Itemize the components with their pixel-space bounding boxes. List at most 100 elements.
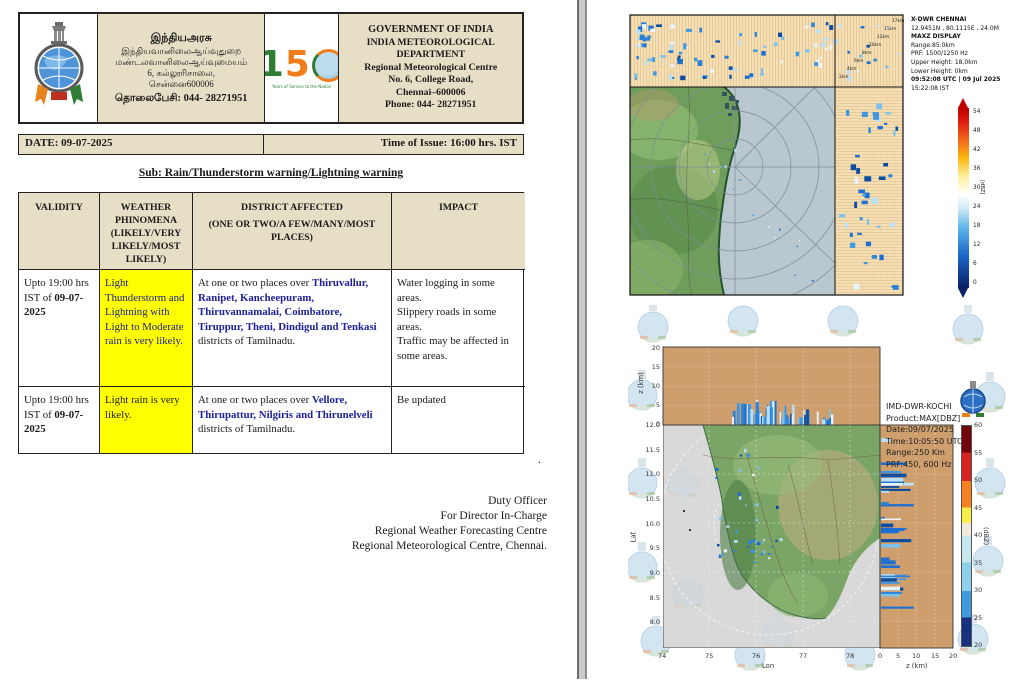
station-name: X-DWR CHENNAI	[911, 16, 1010, 25]
phenomena-cell-row2: Light rain is very likely.	[100, 387, 193, 453]
lat-tick: 9.5	[642, 544, 660, 552]
colorbar-unit: [dBZ]	[979, 180, 985, 194]
colorbar-tick: 48	[973, 128, 989, 134]
colorbar-tick: 60	[974, 421, 982, 429]
zr-tick: 0	[878, 652, 882, 660]
impact-line: Traffic may be affected in some areas.	[397, 334, 520, 363]
colorbar-tick: 42	[973, 147, 989, 153]
signature-line: Duty Officer	[352, 494, 547, 509]
prf-text: PRF:450, 600 Hz	[886, 459, 994, 471]
colorbar-tick: 12	[973, 242, 989, 248]
radar-image-kochi: IMD-DWR-KOCHI Product:MAX[DBZ] Date:09/0…	[628, 305, 1011, 679]
upper-height-text: Upper Height: 18.0km	[911, 59, 1010, 68]
imd-emblem-cell	[20, 14, 98, 122]
signature-block: Duty Officer For Director In-Charge Regi…	[352, 494, 547, 554]
impact-line: Slippery roads in some areas.	[397, 305, 520, 334]
height-label: 10km	[869, 42, 881, 48]
height-label: 17km	[892, 18, 904, 24]
letterhead-tamil-address: இந்தியஅரசு இந்தியவானிலைஆய்வுதுறை மண்டலவா…	[98, 14, 265, 122]
chennai-colorbar	[958, 108, 969, 288]
ist-time-text: 15:22:08 IST	[911, 85, 1010, 94]
prf-text: PRF: 1500/1250 Hz	[911, 50, 1010, 59]
tamil-centre-line: மண்டலவானிலைஆய்வுமையம்	[115, 57, 247, 68]
impact-line: Water logging in some areas.	[397, 276, 520, 305]
lon-tick: 75	[705, 652, 713, 660]
z-axis-label: z (km)	[637, 372, 645, 394]
radar-image-chennai: 17km 15km 12km 10km 8km 6km 4km 2km X-DW…	[628, 10, 1011, 300]
colorbar-tick: 55	[974, 449, 982, 457]
validity-cell-row2: Upto 19:00 hrs IST of 09-07-2025	[19, 387, 100, 453]
colorbar-tick: 50	[974, 476, 982, 484]
lon-tick: 77	[799, 652, 807, 660]
imd-logo-icon	[956, 381, 990, 421]
lat-axis-label: Lat	[629, 532, 637, 543]
eng-city-line: Chennai–600006	[396, 87, 466, 100]
signature-line: Regional Meteorological Centre, Chennai.	[352, 539, 547, 554]
zr-tick: 20	[949, 652, 957, 660]
district-prefix: At one or two places over	[198, 394, 312, 406]
col-header-impact: IMPACT	[392, 193, 525, 270]
impact-cell-row2: Be updated	[392, 387, 525, 453]
phenomena-cell-row1: Light Thunderstorm and Lightning with Li…	[100, 270, 193, 387]
district-suffix: districts of Tamilnadu.	[198, 335, 295, 347]
zr-tick: 10	[912, 652, 920, 660]
lat-tick: 8.5	[642, 594, 660, 602]
height-label: 15km	[884, 26, 896, 32]
tamil-dept-line: இந்தியவானிலைஆய்வுதுறை	[121, 46, 241, 57]
chennai-radar-info: X-DWR CHENNAI 12.9451N , 80.1115E , 24.0…	[911, 16, 1010, 93]
subject-line: Sub: Rain/Thunderstorm warning/Lightning…	[18, 167, 524, 179]
letterhead-english-address: GOVERNMENT OF INDIA INDIA METEOROLOGICAL…	[339, 14, 522, 122]
height-label: 8km	[862, 50, 871, 56]
issue-time: Time of Issue: 16:00 hrs. IST	[264, 135, 523, 154]
colorbar-tick: 20	[974, 641, 982, 649]
eng-dept-line: INDIA METEOROLOGICAL DEPARTMENT	[341, 37, 520, 62]
validity-cell-row1: Upto 19:00 hrs IST of 09-07-2025	[19, 270, 100, 387]
colorbar-unit: (dBZ)	[982, 527, 990, 545]
issue-date: DATE: 09-07-2025	[19, 135, 264, 154]
window-splitter[interactable]	[577, 0, 587, 679]
lat-tick: 12.0	[642, 421, 660, 429]
zr-tick: 5	[896, 652, 900, 660]
imd-150-logo-cell: 1 5 Years of Service to the Nation	[265, 14, 339, 122]
eng-phone-line: Phone: 044- 28271951	[385, 99, 476, 112]
colorbar-tick: 30	[974, 586, 982, 594]
col-header-district-sub: (ONE OR TWO/A FEW/MANY/MOST PLACES)	[198, 218, 386, 244]
lon-tick: 74	[658, 652, 666, 660]
kochi-top-panel	[663, 347, 880, 425]
height-label: 12km	[877, 34, 889, 40]
col-header-phenomena: WEATHER PHINOMENA (LIKELY/VERY LIKELY/MO…	[100, 193, 193, 270]
tamil-street-line: 6, கல்லூரிசாலை,	[147, 68, 215, 79]
colorbar-arrow-top	[958, 98, 968, 108]
tamil-govt-line: இந்தியஅரசு	[151, 32, 212, 46]
colorbar-tick: 45	[974, 504, 982, 512]
colorbar-arrow-bottom	[958, 288, 968, 298]
lat-tick: 10.0	[642, 520, 660, 528]
station-coords: 12.9451N , 80.1115E , 24.0M	[911, 25, 1010, 34]
imd-150-logo-icon: 1 5	[265, 47, 339, 83]
z-tick: 5	[646, 401, 660, 409]
eng-govt-line: GOVERNMENT OF INDIA	[368, 24, 493, 37]
col-header-district: DISTRICT AFFECTED (ONE OR TWO/A FEW/MANY…	[193, 193, 392, 270]
eng-street-line: No. 6, College Road,	[388, 74, 473, 87]
lat-tick: 10.5	[642, 495, 660, 503]
colorbar-tick: 6	[973, 261, 989, 267]
col-header-district-title: DISTRICT AFFECTED	[198, 201, 386, 214]
zright-axis-label: z (km)	[906, 662, 928, 670]
colorbar-tick: 54	[973, 109, 989, 115]
kochi-colorbar	[961, 425, 972, 647]
impact-line: Be updated	[397, 393, 520, 408]
logo150-globe-icon	[312, 49, 340, 82]
z-tick: 10	[646, 382, 660, 390]
logo150-digit-1: 1	[265, 47, 284, 83]
lon-axis-label: Lon	[762, 662, 774, 670]
colorbar-tick: 35	[974, 559, 982, 567]
signature-line: For Director In-Charge	[352, 509, 547, 524]
india-emblem-icon	[34, 20, 84, 116]
colorbar-tick: 36	[973, 166, 989, 172]
range-text: Range:85.0km	[911, 42, 1010, 51]
height-label: 2km	[839, 74, 848, 80]
tamil-phone-line: தொலைபேசி: 044- 28271951	[115, 92, 248, 105]
utc-time-text: 09:52:08 UTC | 09 Jul 2025	[911, 76, 1010, 85]
product-name: MAXZ DISPLAY	[911, 33, 1010, 42]
logo150-digit-5: 5	[285, 47, 310, 83]
